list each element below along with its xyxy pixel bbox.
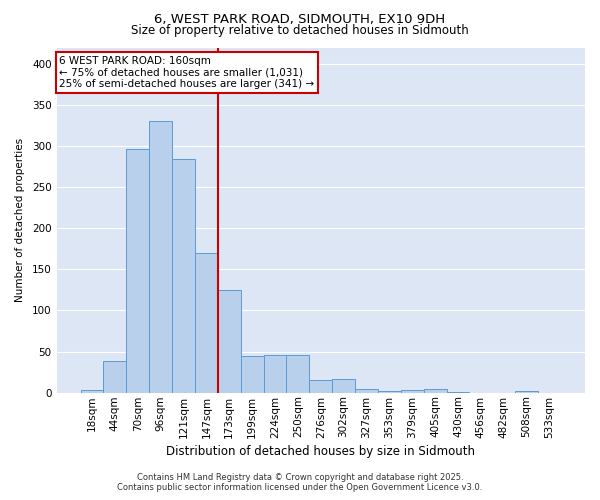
Bar bbox=[424, 388, 446, 392]
Bar bbox=[149, 122, 172, 392]
Bar bbox=[378, 391, 401, 392]
X-axis label: Distribution of detached houses by size in Sidmouth: Distribution of detached houses by size … bbox=[166, 444, 475, 458]
Bar bbox=[218, 290, 241, 392]
Bar bbox=[310, 380, 332, 392]
Bar bbox=[103, 362, 127, 392]
Bar bbox=[127, 150, 149, 392]
Text: Size of property relative to detached houses in Sidmouth: Size of property relative to detached ho… bbox=[131, 24, 469, 37]
Bar bbox=[401, 390, 424, 392]
Text: 6 WEST PARK ROAD: 160sqm
← 75% of detached houses are smaller (1,031)
25% of sem: 6 WEST PARK ROAD: 160sqm ← 75% of detach… bbox=[59, 56, 314, 90]
Text: 6, WEST PARK ROAD, SIDMOUTH, EX10 9DH: 6, WEST PARK ROAD, SIDMOUTH, EX10 9DH bbox=[154, 12, 446, 26]
Bar bbox=[332, 378, 355, 392]
Bar bbox=[515, 391, 538, 392]
Bar bbox=[241, 356, 263, 392]
Bar bbox=[172, 160, 195, 392]
Bar bbox=[80, 390, 103, 392]
Y-axis label: Number of detached properties: Number of detached properties bbox=[15, 138, 25, 302]
Text: Contains HM Land Registry data © Crown copyright and database right 2025.
Contai: Contains HM Land Registry data © Crown c… bbox=[118, 473, 482, 492]
Bar bbox=[263, 355, 286, 393]
Bar bbox=[195, 253, 218, 392]
Bar bbox=[355, 390, 378, 392]
Bar bbox=[286, 355, 310, 393]
